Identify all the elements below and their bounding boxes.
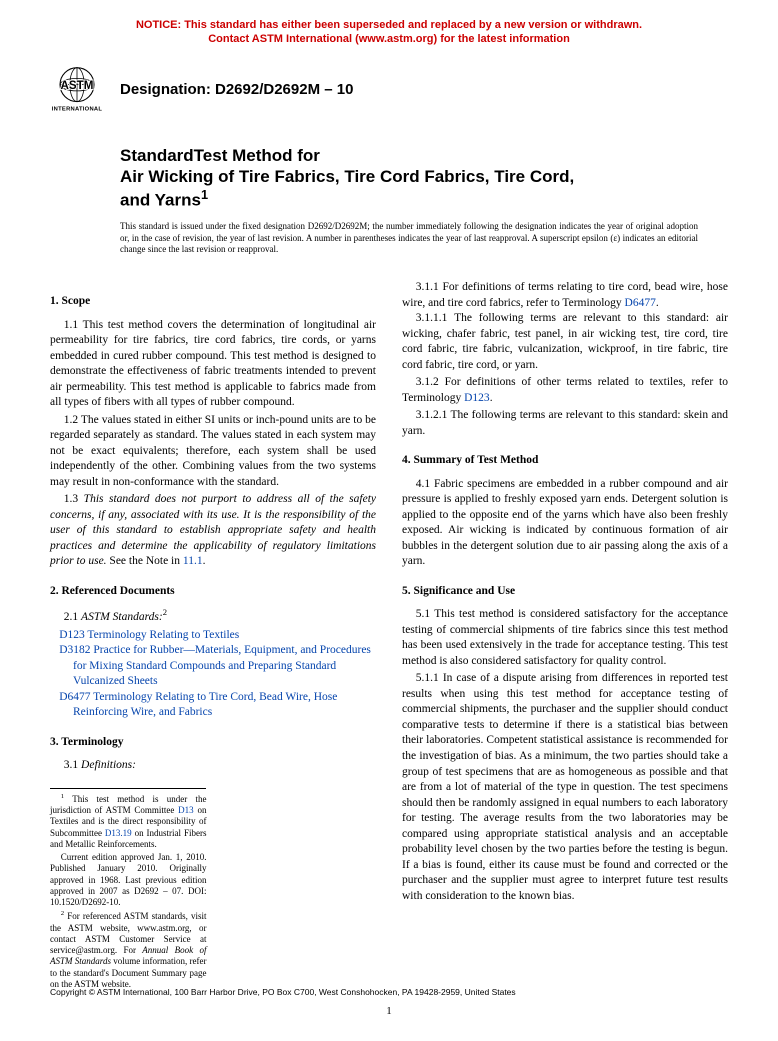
refdocs-head: 2. Referenced Documents	[50, 584, 376, 600]
title-line1: StandardTest Method for	[120, 145, 728, 166]
title-block: StandardTest Method for Air Wicking of T…	[120, 145, 728, 211]
term-3111: 3.1.1.1 The following terms are relevant…	[402, 311, 728, 373]
summary-p1: 4.1 Fabric specimens are embedded in a r…	[402, 477, 728, 570]
terminology-head: 3. Terminology	[50, 735, 376, 751]
ref-d123-link[interactable]: D123	[59, 629, 85, 641]
ref-d3182: D3182 Practice for Rubber—Materials, Equ…	[73, 643, 376, 690]
issue-note: This standard is issued under the fixed …	[120, 221, 698, 256]
summary-head: 4. Summary of Test Method	[402, 453, 728, 469]
significance-head: 5. Significance and Use	[402, 584, 728, 600]
header-row: ASTM INTERNATIONAL Designation: D2692/D2…	[50, 65, 728, 115]
right-column: 3.1.1 For definitions of terms relating …	[402, 280, 728, 992]
scope-p3: 1.3 This standard does not purport to ad…	[50, 492, 376, 570]
significance-p2: 5.1.1 In case of a dispute arising from …	[402, 671, 728, 904]
ref-d123-inline[interactable]: D123	[464, 392, 490, 404]
ref-11-1[interactable]: 11.1	[183, 555, 203, 567]
logo-top-text: ASTM	[61, 79, 94, 92]
footnote-1: 1 This test method is under the jurisdic…	[50, 793, 206, 850]
term-311: 3.1.1 For definitions of terms relating …	[402, 280, 728, 311]
page-number: 1	[0, 1005, 778, 1017]
designation: Designation: D2692/D2692M – 10	[120, 81, 353, 98]
notice-line1: NOTICE: This standard has either been su…	[136, 19, 642, 31]
ref-d13[interactable]: D13	[178, 805, 194, 815]
scope-head: 1. Scope	[50, 294, 376, 310]
title-line3: and Yarns1	[120, 187, 728, 211]
notice-banner: NOTICE: This standard has either been su…	[50, 18, 728, 47]
footnote-1b: Current edition approved Jan. 1, 2010. P…	[50, 852, 206, 908]
ref-d6477-inline[interactable]: D6477	[625, 297, 656, 309]
footnotes: 1 This test method is under the jurisdic…	[50, 788, 206, 990]
copyright: Copyright © ASTM International, 100 Barr…	[50, 987, 516, 997]
ref-d6477: D6477 Terminology Relating to Tire Cord,…	[73, 690, 376, 721]
ref-d13-19[interactable]: D13.19	[105, 828, 132, 838]
ref-d6477-link[interactable]: D6477	[59, 691, 90, 703]
left-column: 1. Scope 1.1 This test method covers the…	[50, 280, 376, 992]
title-line2: Air Wicking of Tire Fabrics, Tire Cord F…	[120, 166, 728, 187]
ref-d123: D123 Terminology Relating to Textiles	[73, 628, 376, 644]
scope-p2: 1.2 The values stated in either SI units…	[50, 413, 376, 491]
significance-p1: 5.1 This test method is considered satis…	[402, 607, 728, 669]
term-3121: 3.1.2.1 The following terms are relevant…	[402, 408, 728, 439]
term-312: 3.1.2 For definitions of other terms rel…	[402, 375, 728, 406]
definitions-label: 3.1 Definitions:	[50, 758, 376, 774]
notice-line2: Contact ASTM International (www.astm.org…	[208, 33, 570, 45]
footnote-2: 2 For referenced ASTM standards, visit t…	[50, 910, 206, 990]
logo-bottom-text: INTERNATIONAL	[52, 106, 103, 112]
ref-d3182-link[interactable]: D3182	[59, 644, 90, 656]
scope-p1: 1.1 This test method covers the determin…	[50, 318, 376, 411]
body-columns: 1. Scope 1.1 This test method covers the…	[50, 280, 728, 992]
refdocs-sub: 2.1 ASTM Standards:2	[50, 607, 376, 625]
astm-logo: ASTM INTERNATIONAL	[50, 65, 104, 115]
